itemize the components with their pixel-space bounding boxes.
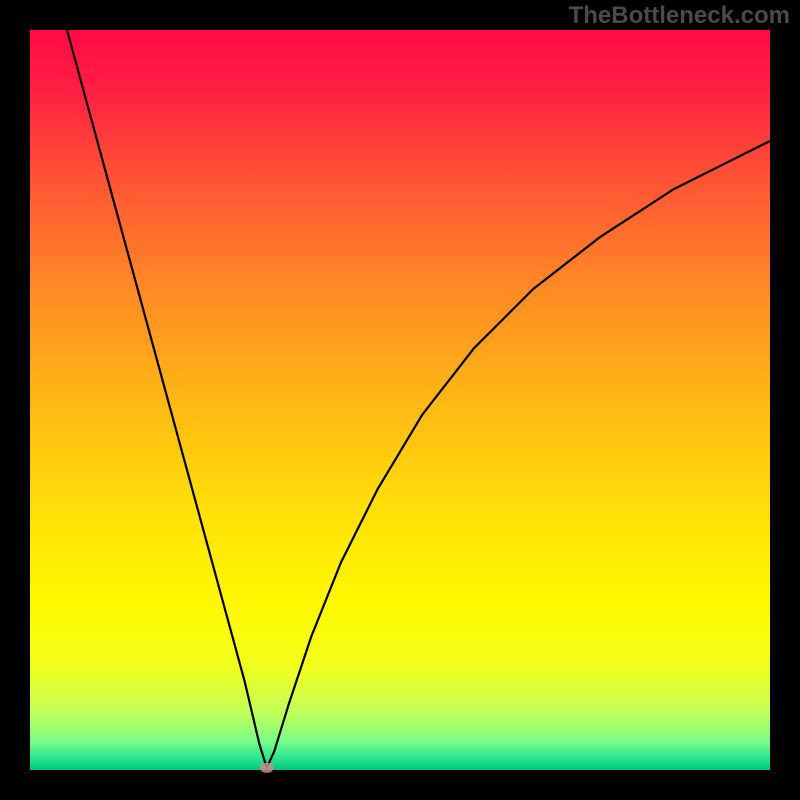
bottleneck-chart — [0, 0, 800, 800]
chart-container: TheBottleneck.com — [0, 0, 800, 800]
watermark-text: TheBottleneck.com — [569, 2, 790, 30]
